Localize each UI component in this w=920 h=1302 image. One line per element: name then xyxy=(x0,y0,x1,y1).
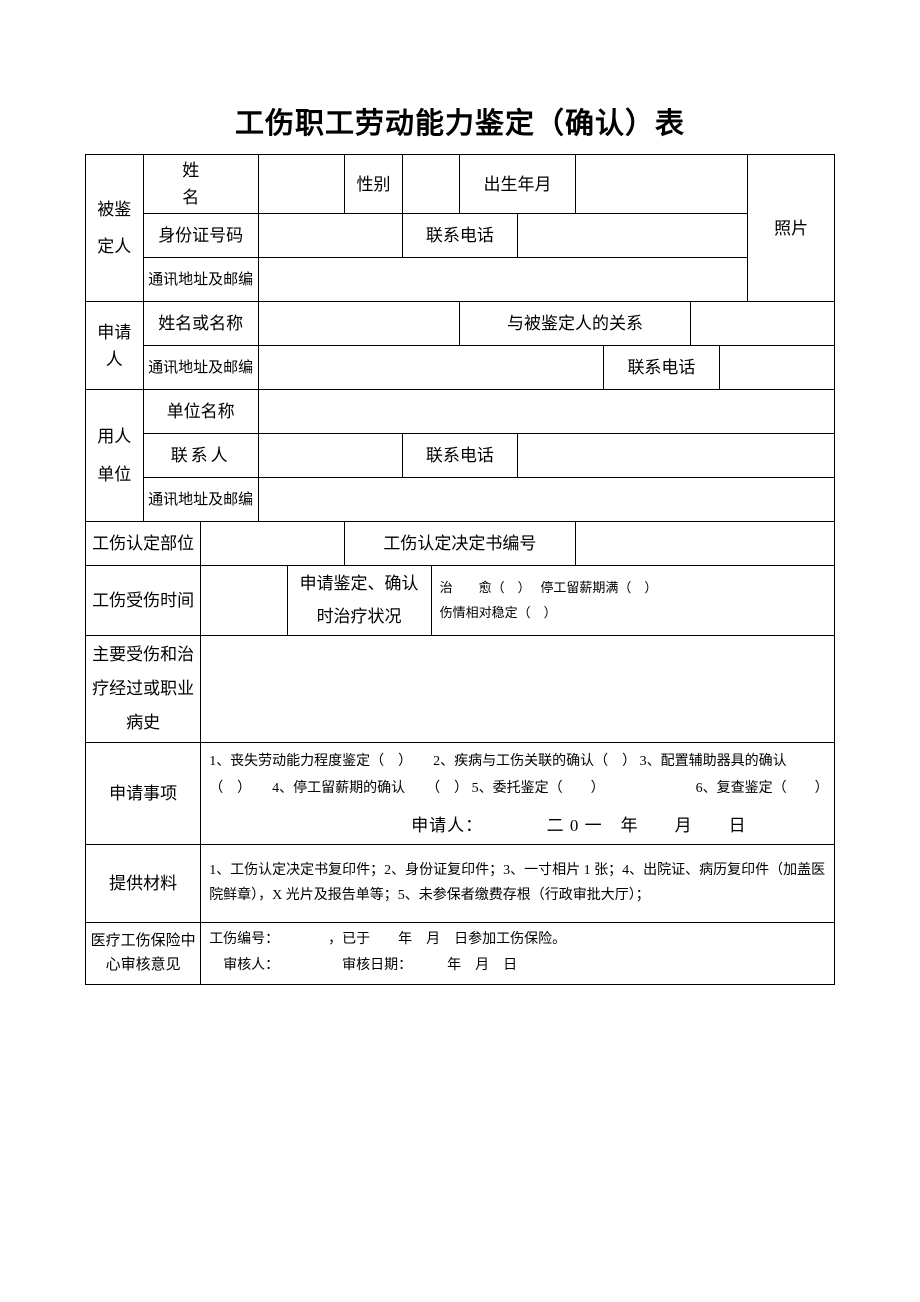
appraised-addr-label: 通讯地址及邮编 xyxy=(143,258,258,302)
id-value[interactable] xyxy=(258,214,402,258)
history-label: 主要受伤和治疗经过或职业病史 xyxy=(86,635,201,742)
appraised-phone-value[interactable] xyxy=(517,214,747,258)
review-line2: 审核人： 审核日期： 年 月 日 xyxy=(209,953,830,980)
applicant-name-label: 姓名或名称 xyxy=(143,302,258,346)
name-label: 姓名 xyxy=(143,155,258,214)
relation-label: 与被鉴定人的关系 xyxy=(460,302,690,346)
status-options[interactable]: 治 愈（ ） 停工留薪期满（ ） 伤情相对稳定（ ） xyxy=(431,566,834,636)
status-label: 申请鉴定、确认时治疗状况 xyxy=(287,566,431,636)
page-title: 工伤职工劳动能力鉴定（确认）表 xyxy=(85,100,835,142)
dob-value[interactable] xyxy=(575,155,748,214)
name-value[interactable] xyxy=(258,155,344,214)
review-label: 医疗工伤保险中心审核意见 xyxy=(86,922,201,984)
employer-contact-value[interactable] xyxy=(258,434,402,478)
appraised-header: 被鉴定人 xyxy=(86,155,144,302)
applicant-signature[interactable]: 申请人： 二 0 一 年 月 日 xyxy=(201,808,835,844)
form-table: 被鉴定人 姓名 性别 出生年月 照片 身份证号码 联系电话 通讯地址及邮编 申请… xyxy=(85,154,835,985)
items-label: 申请事项 xyxy=(86,742,201,844)
applicant-name-value[interactable] xyxy=(258,302,460,346)
gender-label: 性别 xyxy=(345,155,403,214)
dob-label: 出生年月 xyxy=(460,155,575,214)
employer-phone-value[interactable] xyxy=(517,434,834,478)
employer-addr-label: 通讯地址及邮编 xyxy=(143,478,258,522)
history-value[interactable] xyxy=(201,635,835,742)
review-line1: 工伤编号： ，已于 年 月 日参加工伤保险。 xyxy=(209,927,830,954)
injury-part-label: 工伤认定部位 xyxy=(86,522,201,566)
injury-time-value[interactable] xyxy=(201,566,287,636)
decision-no-label: 工伤认定决定书编号 xyxy=(345,522,575,566)
relation-value[interactable] xyxy=(690,302,834,346)
employer-name-label: 单位名称 xyxy=(143,390,258,434)
applicant-phone-label: 联系电话 xyxy=(604,346,719,390)
review-text[interactable]: 工伤编号： ，已于 年 月 日参加工伤保险。 审核人： 审核日期： 年 月 日 xyxy=(201,922,835,984)
photo-cell: 照片 xyxy=(748,155,835,302)
applicant-header: 申请人 xyxy=(86,302,144,390)
injury-time-label: 工伤受伤时间 xyxy=(86,566,201,636)
appraised-phone-label: 联系电话 xyxy=(402,214,517,258)
employer-phone-label: 联系电话 xyxy=(402,434,517,478)
appraised-addr-value[interactable] xyxy=(258,258,748,302)
items-list[interactable]: 1、丧失劳动能力程度鉴定（ ） 2、疾病与工伤关联的确认（ ） 3、配置辅助器具… xyxy=(201,742,835,808)
injury-part-value[interactable] xyxy=(201,522,345,566)
applicant-addr-label: 通讯地址及邮编 xyxy=(143,346,258,390)
id-label: 身份证号码 xyxy=(143,214,258,258)
materials-text: 1、工伤认定决定书复印件；2、身份证复印件；3、一寸相片 1 张；4、出院证、病… xyxy=(201,844,835,922)
employer-header: 用人单位 xyxy=(86,390,144,522)
materials-label: 提供材料 xyxy=(86,844,201,922)
applicant-phone-value[interactable] xyxy=(719,346,834,390)
gender-value[interactable] xyxy=(402,155,460,214)
employer-addr-value[interactable] xyxy=(258,478,834,522)
decision-no-value[interactable] xyxy=(575,522,834,566)
employer-contact-label: 联系人 xyxy=(143,434,258,478)
applicant-addr-value[interactable] xyxy=(258,346,604,390)
employer-name-value[interactable] xyxy=(258,390,834,434)
